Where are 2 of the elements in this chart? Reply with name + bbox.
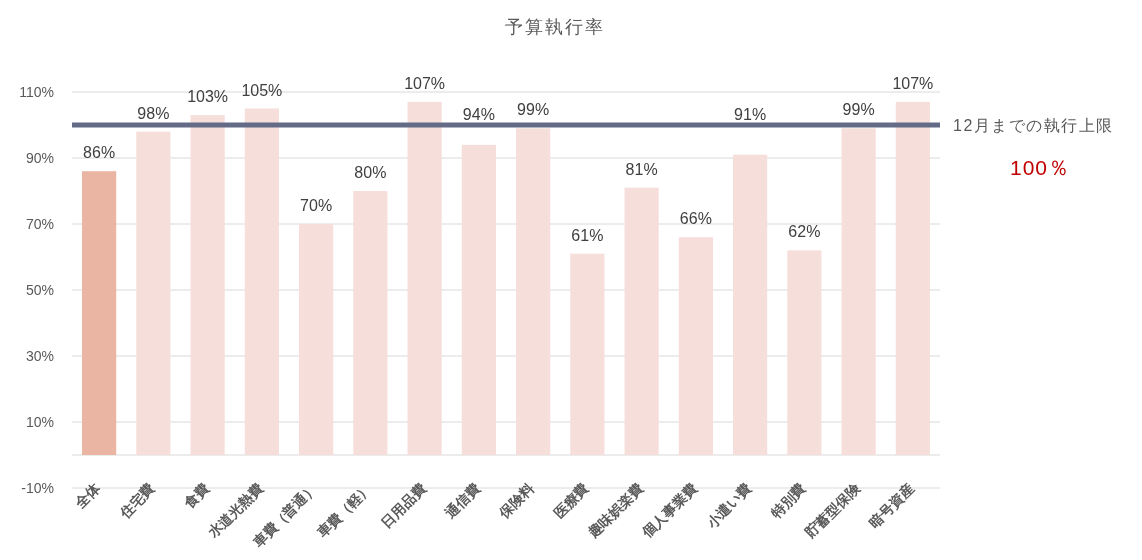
title: 予算執行率 [505, 17, 605, 37]
annotation: 100％ [1010, 156, 1070, 179]
